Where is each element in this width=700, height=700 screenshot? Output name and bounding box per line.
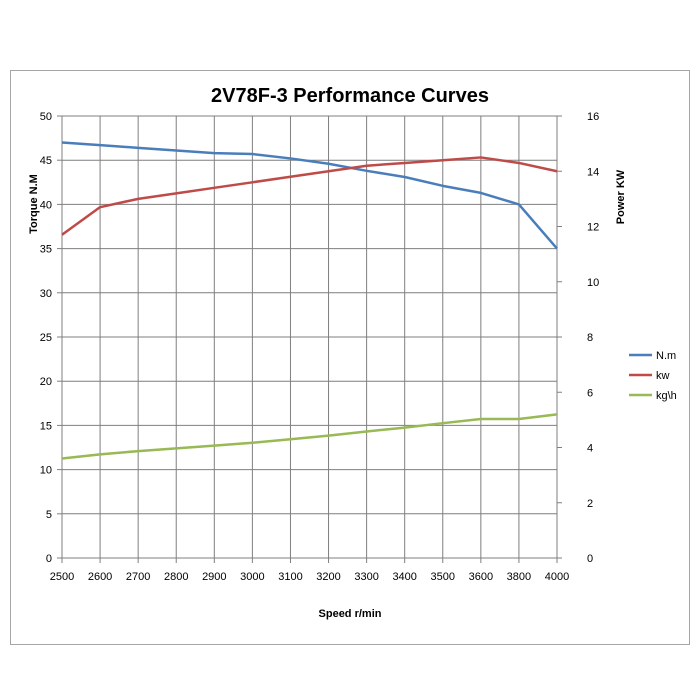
x-tick-label: 2800 bbox=[164, 571, 188, 583]
x-tick-label: 3500 bbox=[431, 571, 455, 583]
y-tick-label: 20 bbox=[40, 376, 52, 388]
legend-label: kg\h bbox=[656, 390, 677, 402]
y-tick-label: 50 bbox=[40, 111, 52, 123]
y2-tick-label: 4 bbox=[587, 443, 593, 455]
y-tick-label: 40 bbox=[40, 199, 52, 211]
left-axis-ticks: 0 5 10 15 20 25 30 35 40 45 50 bbox=[40, 111, 52, 565]
x-tick-label: 3600 bbox=[469, 571, 493, 583]
right-axis-ticks: 0 2 4 6 8 10 12 14 16 bbox=[587, 111, 599, 565]
y-tick-label: 30 bbox=[40, 288, 52, 300]
legend-label: N.m bbox=[656, 350, 676, 362]
x-tick-label: 2900 bbox=[202, 571, 226, 583]
series-line-n-m bbox=[61, 141, 558, 250]
legend: N.m kw kg\h bbox=[629, 350, 677, 402]
y-tick-label: 45 bbox=[40, 155, 52, 167]
y-tick-label: 35 bbox=[40, 244, 52, 256]
y-tick-label: 0 bbox=[46, 553, 52, 565]
y2-tick-label: 6 bbox=[587, 387, 593, 399]
y-tick-label: 25 bbox=[40, 332, 52, 344]
series-line-kg-h bbox=[61, 413, 558, 460]
legend-label: kw bbox=[656, 370, 670, 382]
x-tick-label: 3400 bbox=[392, 571, 416, 583]
y-tick-label: 10 bbox=[40, 465, 52, 477]
chart-frame bbox=[10, 70, 690, 645]
x-tick-label: 2600 bbox=[88, 571, 112, 583]
x-tick-label: 3100 bbox=[278, 571, 302, 583]
y2-tick-label: 2 bbox=[587, 498, 593, 510]
grid-lines bbox=[57, 115, 562, 563]
x-tick-label: 3300 bbox=[354, 571, 378, 583]
y2-axis-title: Power KW bbox=[615, 169, 627, 224]
y2-tick-label: 0 bbox=[587, 553, 593, 565]
y2-tick-label: 14 bbox=[587, 166, 599, 178]
chart-title: 2V78F-3 Performance Curves bbox=[211, 85, 489, 107]
x-tick-label: 4000 bbox=[545, 571, 569, 583]
y-axis-title: Torque N.M bbox=[28, 174, 40, 234]
x-tick-label: 3200 bbox=[316, 571, 340, 583]
y2-tick-label: 12 bbox=[587, 222, 599, 234]
x-tick-label: 2700 bbox=[126, 571, 150, 583]
x-axis-title: Speed r/min bbox=[319, 608, 382, 620]
series-lines bbox=[61, 141, 558, 460]
x-tick-label: 3000 bbox=[240, 571, 264, 583]
y2-tick-label: 8 bbox=[587, 332, 593, 344]
y2-tick-label: 10 bbox=[587, 277, 599, 289]
x-tick-label: 3800 bbox=[507, 571, 531, 583]
y-tick-label: 15 bbox=[40, 420, 52, 432]
y2-tick-label: 16 bbox=[587, 111, 599, 123]
x-tick-label: 2500 bbox=[50, 571, 74, 583]
y-tick-label: 5 bbox=[46, 509, 52, 521]
series-line-kw bbox=[61, 156, 558, 236]
x-axis-ticks: 2500 2600 2700 2800 2900 3000 3100 3200 3300 3400… bbox=[50, 571, 569, 583]
